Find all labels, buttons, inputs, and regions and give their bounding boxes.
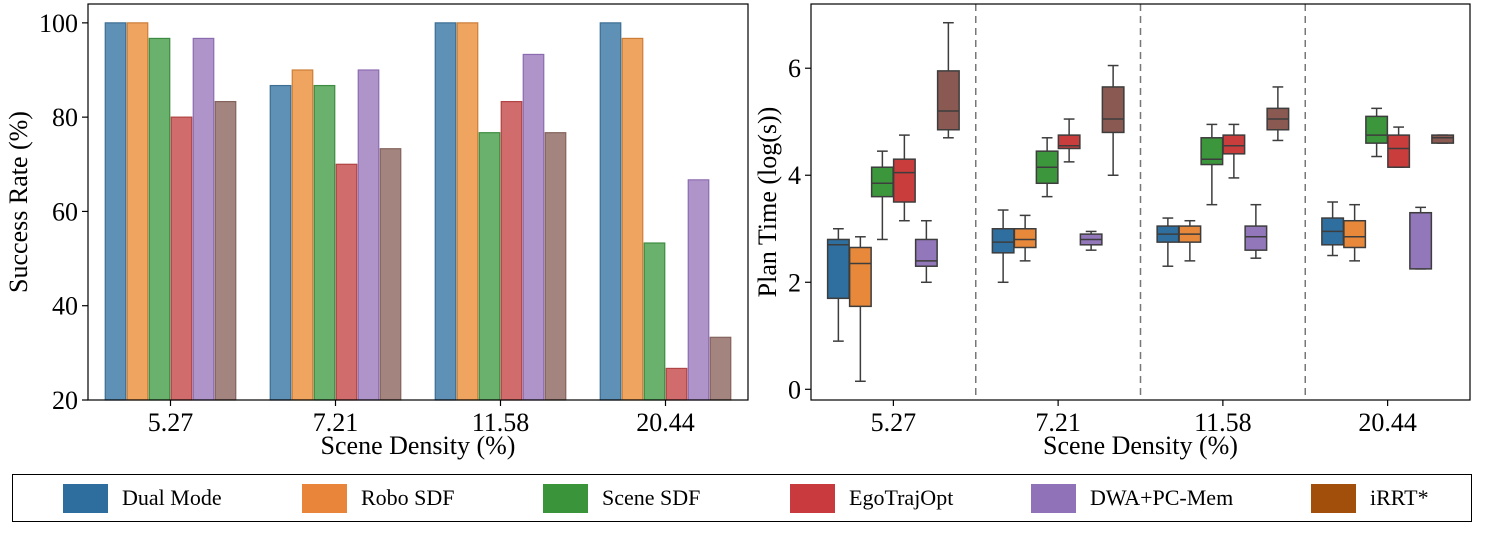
- bar-scene-sdf-11.58: [478, 132, 501, 401]
- bar-scene-sdf-7.21: [313, 84, 336, 401]
- legend-label: iRRT*: [1370, 485, 1429, 510]
- bar-irrt--5.27: [214, 100, 237, 401]
- x-tick-label: 5.27: [871, 408, 917, 437]
- bar-dwa-pc-mem-20.44: [687, 179, 710, 401]
- box-robo-sdf-7.21: [1013, 228, 1037, 249]
- legend-swatch: [302, 483, 347, 513]
- box-irrt--7.21: [1101, 86, 1125, 134]
- legend-swatch: [543, 483, 588, 513]
- bar-irrt--11.58: [544, 132, 567, 401]
- bar-dual-mode-5.27: [104, 22, 127, 401]
- y-tick-label: 60: [52, 197, 78, 226]
- box-robo-sdf-20.44: [1343, 219, 1367, 249]
- x-tick-label: 20.44: [1358, 408, 1417, 437]
- box-scene-sdf-5.27: [870, 166, 894, 198]
- y-tick-label: 2: [788, 268, 801, 297]
- legend-item-irrt: iRRT*: [1311, 475, 1429, 521]
- x-tick-label: 5.27: [148, 408, 194, 437]
- legend-item-dual-mode: Dual Mode: [63, 475, 222, 521]
- y-tick-label: 0: [788, 375, 801, 404]
- bar-egotrajopt-5.27: [170, 116, 193, 401]
- bar-robo-sdf-5.27: [126, 22, 149, 401]
- bar-egotrajopt-7.21: [335, 163, 358, 401]
- bar-dwa-pc-mem-5.27: [192, 37, 215, 401]
- box-irrt--5.27: [936, 70, 960, 131]
- bar-robo-sdf-7.21: [291, 69, 314, 401]
- box-dual-mode-5.27: [826, 238, 850, 300]
- y-tick-label: 100: [39, 9, 78, 38]
- x-tick-label: 11.58: [472, 408, 530, 437]
- plan-time-chart: 0 2 4 6 5.27 7.21 11.58 20.44 Scene Density (%) P…: [753, 3, 1471, 460]
- box-scene-sdf-11.58: [1200, 137, 1224, 166]
- legend-item-robo-sdf: Robo SDF: [302, 475, 455, 521]
- bar-dwa-pc-mem-11.58: [522, 53, 545, 401]
- box-dual-mode-7.21: [991, 228, 1015, 254]
- legend-item-egotrajopt: EgoTrajOpt: [790, 475, 953, 521]
- legend-swatch: [1311, 483, 1356, 513]
- x-tick-label: 11.58: [1194, 408, 1252, 437]
- y-tick-label: 6: [788, 54, 801, 83]
- x-axis-label: Scene Density (%): [321, 431, 516, 460]
- legend-swatch: [63, 483, 108, 513]
- x-tick-label: 7.21: [1035, 408, 1081, 437]
- legend-label: Dual Mode: [122, 485, 222, 510]
- legend: Dual Mode Robo SDF Scene SDF EgoTrajOpt …: [12, 474, 1472, 522]
- box-dwa-pc-mem-5.27: [914, 238, 938, 267]
- bar-irrt--7.21: [379, 148, 402, 401]
- box-egotrajopt-11.58: [1222, 134, 1246, 155]
- y-tick-label: 80: [52, 103, 78, 132]
- bar-egotrajopt-20.44: [665, 367, 688, 401]
- bar-dual-mode-7.21: [269, 84, 292, 401]
- bar-robo-sdf-20.44: [621, 37, 644, 401]
- bar-egotrajopt-11.58: [500, 100, 523, 401]
- y-axis-label: Plan Time (log(s)): [753, 107, 782, 298]
- legend-label: EgoTrajOpt: [849, 485, 954, 510]
- box-egotrajopt-20.44: [1387, 134, 1411, 168]
- success-rate-chart: 20 40 60 80 100 5.27 7.21 11.58 20.44 Scene Densi…: [4, 3, 749, 460]
- legend-item-dwa-pc-mem: DWA+PC-Mem: [1031, 475, 1233, 521]
- box-dwa-pc-mem-20.44: [1409, 211, 1433, 270]
- bar-dwa-pc-mem-7.21: [357, 69, 380, 401]
- box-dwa-pc-mem-11.58: [1244, 225, 1268, 251]
- plot-frame: [810, 3, 1471, 401]
- y-tick-label: 4: [788, 161, 801, 190]
- legend-item-scene-sdf: Scene SDF: [543, 475, 700, 521]
- box-robo-sdf-5.27: [848, 246, 872, 308]
- bar-scene-sdf-20.44: [643, 242, 666, 401]
- plot-frame: [87, 3, 749, 401]
- y-tick-label: 20: [52, 386, 78, 415]
- box-irrt--20.44: [1431, 134, 1455, 144]
- bar-dual-mode-20.44: [599, 22, 622, 401]
- legend-label: DWA+PC-Mem: [1090, 485, 1234, 510]
- legend-label: Robo SDF: [361, 485, 455, 510]
- legend-swatch: [790, 483, 835, 513]
- legend-label: Scene SDF: [602, 485, 701, 510]
- bar-scene-sdf-5.27: [148, 37, 171, 401]
- legend-swatch: [1031, 483, 1076, 513]
- x-tick-label: 20.44: [636, 408, 695, 437]
- y-axis-label: Success Rate (%): [4, 111, 33, 293]
- box-scene-sdf-20.44: [1365, 115, 1389, 144]
- bar-robo-sdf-11.58: [456, 22, 479, 401]
- bar-dual-mode-11.58: [434, 22, 457, 401]
- y-tick-label: 40: [52, 292, 78, 321]
- box-egotrajopt-5.27: [892, 158, 916, 203]
- x-axis-label: Scene Density (%): [1043, 431, 1238, 460]
- x-tick-label: 7.21: [313, 408, 359, 437]
- bar-irrt--20.44: [709, 336, 732, 401]
